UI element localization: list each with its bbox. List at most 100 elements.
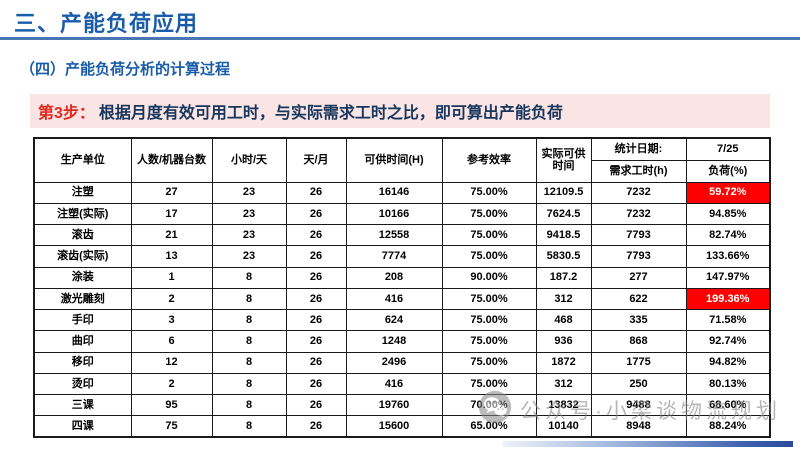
load-percent-cell: 59.72% (685, 181, 771, 204)
unit-cell: 三课 (33, 393, 132, 417)
col-header-stat-date: 统计日期: (590, 137, 687, 161)
capacity-load-table: 生产单位 人数/机器台数 小时/天 天/月 可供时间(H) 参考效率 实际可供时… (33, 137, 771, 438)
value-cell: 7774 (345, 245, 443, 268)
value-cell: 75.00% (441, 330, 537, 353)
value-cell: 5830.5 (535, 245, 592, 268)
value-cell: 8948 (590, 415, 687, 438)
value-cell: 23 (211, 223, 287, 247)
value-cell: 416 (345, 287, 443, 311)
value-cell: 10166 (345, 202, 443, 226)
value-cell: 26 (285, 287, 347, 311)
table-row: 曲印 6 8 26 1248 75.00% 936 868 92.74% (33, 330, 771, 353)
load-percent-cell: 92.74% (685, 330, 771, 353)
value-cell: 622 (590, 287, 687, 311)
value-cell: 7793 (590, 245, 687, 268)
value-cell: 250 (590, 372, 687, 396)
value-cell: 75.00% (441, 245, 537, 268)
unit-cell: 烫印 (33, 372, 132, 396)
unit-cell: 注塑 (33, 181, 132, 204)
value-cell: 26 (285, 372, 347, 396)
value-cell: 187.2 (535, 266, 592, 289)
value-cell: 312 (535, 372, 592, 396)
unit-cell: 滚齿(实际) (33, 245, 132, 268)
value-cell: 26 (285, 330, 347, 353)
value-cell: 13832 (535, 393, 592, 417)
value-cell: 7232 (590, 181, 687, 204)
value-cell: 9488 (590, 393, 687, 417)
load-percent-cell: 82.74% (685, 223, 771, 247)
value-cell: 8 (211, 287, 287, 311)
value-cell: 26 (285, 181, 347, 204)
step-label: 第3步： (38, 105, 95, 122)
unit-cell: 注塑(实际) (33, 202, 132, 226)
table-row: 注塑 27 23 26 16146 75.00% 12109.5 7232 59.72% (33, 181, 771, 204)
value-cell: 9418.5 (535, 223, 592, 247)
value-cell: 23 (211, 245, 287, 268)
page-title: 三、产能负荷应用 (14, 11, 199, 36)
col-header-headcount: 人数/机器台数 (130, 137, 213, 183)
value-cell: 27 (130, 181, 213, 204)
value-cell: 8 (211, 372, 287, 396)
table-row: 涂装 1 8 26 208 90.00% 187.2 277 147.97% (33, 266, 771, 289)
value-cell: 26 (285, 415, 347, 438)
value-cell: 1 (130, 266, 213, 289)
value-cell: 21 (130, 223, 213, 247)
table-row: 四课 75 8 26 15600 65.00% 10140 8948 88.24% (33, 415, 771, 438)
value-cell: 95 (130, 393, 213, 417)
unit-cell: 涂装 (33, 266, 132, 289)
table-body: 注塑 27 23 26 16146 75.00% 12109.5 7232 59.72% 注塑(实… (33, 181, 771, 438)
value-cell: 16146 (345, 181, 443, 204)
value-cell: 26 (285, 245, 347, 268)
value-cell: 26 (285, 202, 347, 226)
load-percent-cell: 147.97% (685, 266, 771, 289)
value-cell: 312 (535, 287, 592, 311)
value-cell: 8 (211, 393, 287, 417)
value-cell: 416 (345, 372, 443, 396)
value-cell: 1775 (590, 351, 687, 374)
value-cell: 10140 (535, 415, 592, 438)
bottom-accent-bar (503, 441, 793, 447)
col-header-demand-hours: 需求工时(h) (590, 159, 687, 183)
value-cell: 868 (590, 330, 687, 353)
col-header-hours-per-day: 小时/天 (211, 137, 287, 183)
header-row-1: 生产单位 人数/机器台数 小时/天 天/月 可供时间(H) 参考效率 实际可供时… (33, 137, 771, 183)
value-cell: 75.00% (441, 202, 537, 226)
value-cell: 2 (130, 372, 213, 396)
unit-cell: 滚齿 (33, 223, 132, 247)
value-cell: 936 (535, 330, 592, 353)
table-header: 生产单位 人数/机器台数 小时/天 天/月 可供时间(H) 参考效率 实际可供时… (33, 137, 771, 183)
table-row: 烫印 2 8 26 416 75.00% 312 250 80.13% (33, 372, 771, 396)
col-header-available-time: 可供时间(H) (345, 137, 443, 183)
value-cell: 7624.5 (535, 202, 592, 226)
value-cell: 8 (211, 415, 287, 438)
unit-cell: 移印 (33, 351, 132, 374)
value-cell: 2 (130, 287, 213, 311)
value-cell: 90.00% (441, 266, 537, 289)
value-cell: 1248 (345, 330, 443, 353)
value-cell: 6 (130, 330, 213, 353)
value-cell: 468 (535, 308, 592, 332)
value-cell: 13 (130, 245, 213, 268)
value-cell: 15600 (345, 415, 443, 438)
value-cell: 2496 (345, 351, 443, 374)
load-percent-cell: 94.85% (685, 202, 771, 226)
value-cell: 12 (130, 351, 213, 374)
unit-cell: 四课 (33, 415, 132, 438)
col-header-ref-efficiency: 参考效率 (441, 137, 537, 183)
value-cell: 7793 (590, 223, 687, 247)
value-cell: 75.00% (441, 181, 537, 204)
value-cell: 8 (211, 351, 287, 374)
title-underline (0, 37, 800, 40)
load-percent-cell: 71.58% (685, 308, 771, 332)
value-cell: 8 (211, 308, 287, 332)
value-cell: 335 (590, 308, 687, 332)
value-cell: 208 (345, 266, 443, 289)
load-percent-cell: 133.66% (685, 245, 771, 268)
table-row: 移印 12 8 26 2496 75.00% 1872 1775 94.82% (33, 351, 771, 374)
col-header-actual-available: 实际可供时间 (535, 137, 592, 183)
load-percent-cell: 88.24% (685, 415, 771, 438)
col-header-days-per-month: 天/月 (285, 137, 347, 183)
col-header-unit: 生产单位 (33, 137, 132, 183)
value-cell: 7232 (590, 202, 687, 226)
value-cell: 26 (285, 351, 347, 374)
